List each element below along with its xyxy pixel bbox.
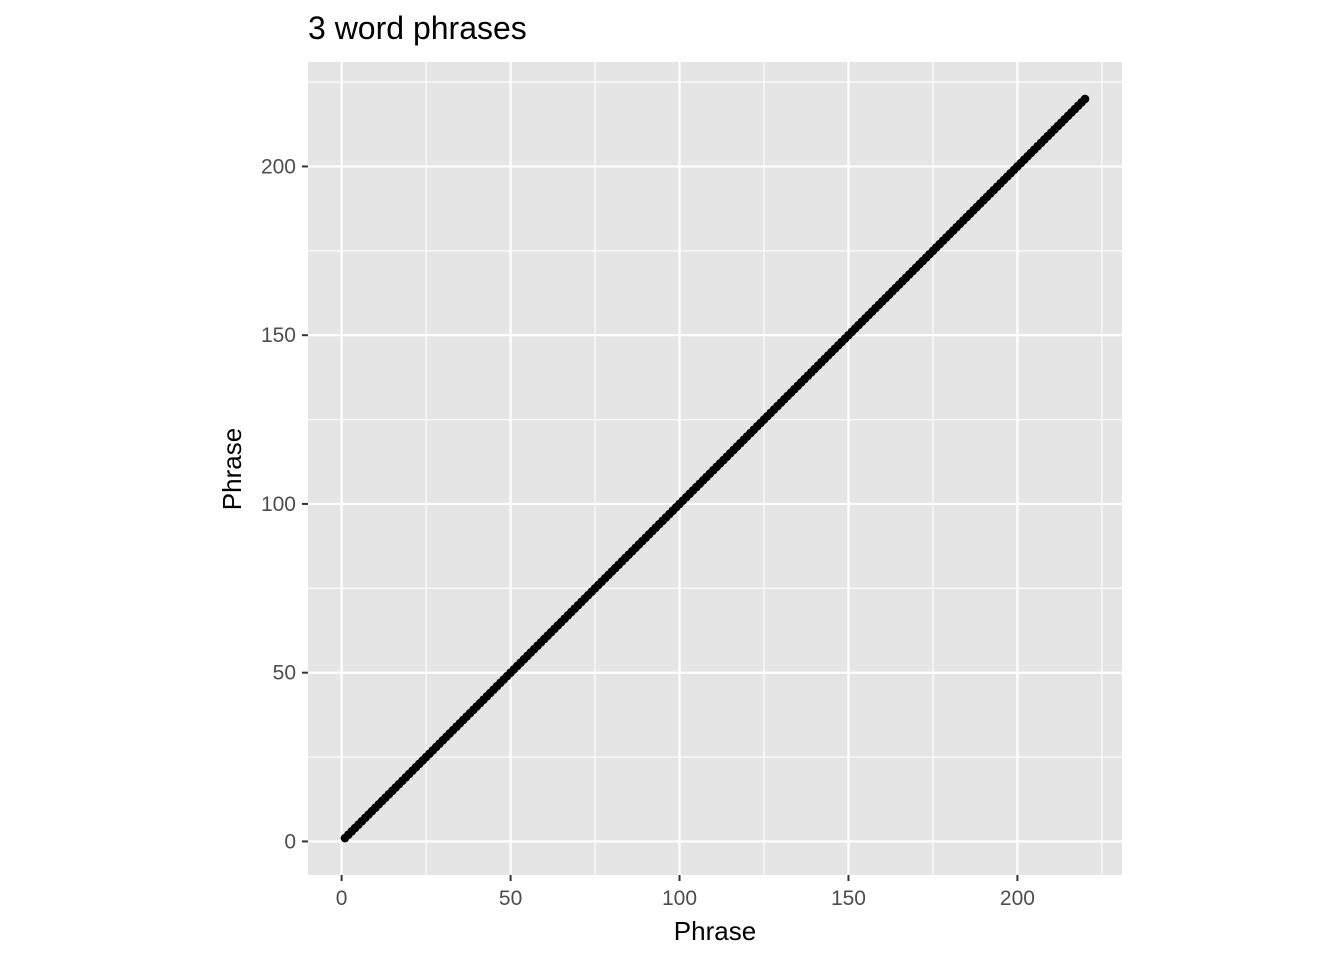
y-axis-ticks: 0 50 100 150 200: [261, 155, 308, 853]
y-tick-label: 0: [284, 830, 296, 853]
grid-minor-lines: [308, 62, 1122, 875]
y-tick-label: 150: [261, 324, 296, 347]
chart-title: 3 word phrases: [308, 10, 527, 46]
y-tick-label: 50: [273, 662, 296, 685]
data-points: [340, 94, 1090, 843]
x-tick-label: 0: [336, 887, 348, 910]
grid-major-lines: [308, 62, 1122, 875]
y-axis-title: Phrase: [217, 428, 247, 510]
x-axis-ticks: 0 50 100 150 200: [336, 875, 1035, 910]
x-tick-label: 150: [831, 887, 866, 910]
y-tick-label: 200: [261, 155, 296, 178]
data-point: [1080, 94, 1090, 104]
y-tick-label: 100: [261, 493, 296, 516]
x-tick-label: 100: [662, 887, 697, 910]
x-axis-title: Phrase: [674, 916, 756, 946]
x-tick-label: 50: [499, 887, 522, 910]
x-tick-label: 200: [1000, 887, 1035, 910]
